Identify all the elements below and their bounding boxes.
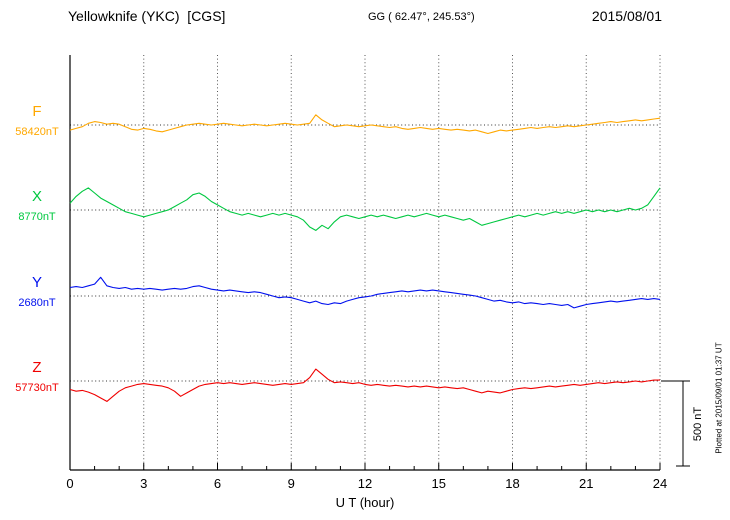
gridlines bbox=[143, 55, 661, 470]
trace-X bbox=[69, 187, 661, 231]
station-title: Yellowknife (YKC) [CGS] bbox=[68, 8, 226, 24]
series-label-X: X bbox=[31, 188, 42, 205]
x-tick-label: 15 bbox=[432, 476, 446, 491]
plot-date: 2015/08/01 bbox=[591, 8, 662, 24]
series-baseline-Y: 2680nT bbox=[18, 297, 56, 309]
series-label-Y: Y bbox=[31, 274, 42, 291]
series-baseline-X: 8770nT bbox=[18, 211, 56, 223]
scale-bar-label: 500 nT bbox=[692, 406, 704, 442]
series-baseline-F: 58420nT bbox=[15, 126, 59, 138]
trace-Z bbox=[69, 368, 660, 402]
x-tick-label: 21 bbox=[579, 476, 593, 491]
scale-bar bbox=[661, 380, 690, 467]
series-label-Z: Z bbox=[32, 359, 42, 376]
x-tick-label: 24 bbox=[653, 476, 667, 491]
series-baseline-Z: 57730nT bbox=[15, 382, 59, 394]
geographic-coordinates: GG ( 62.47°, 245.53°) bbox=[368, 11, 475, 23]
x-axis-label: U T (hour) bbox=[335, 495, 395, 510]
trace-F bbox=[69, 114, 661, 135]
x-tick-label: 12 bbox=[358, 476, 372, 491]
x-tick-label: 9 bbox=[288, 476, 295, 491]
series-label-F: F bbox=[32, 103, 42, 120]
x-tick-label: 18 bbox=[505, 476, 519, 491]
x-tick-label: 3 bbox=[140, 476, 147, 491]
plotted-at-note: Plotted at 2015/09/01 01:37 UT bbox=[714, 342, 724, 454]
axes bbox=[69, 55, 661, 471]
x-tick-label: 6 bbox=[214, 476, 221, 491]
trace-Y bbox=[69, 276, 661, 309]
x-tick-label: 0 bbox=[66, 476, 73, 491]
